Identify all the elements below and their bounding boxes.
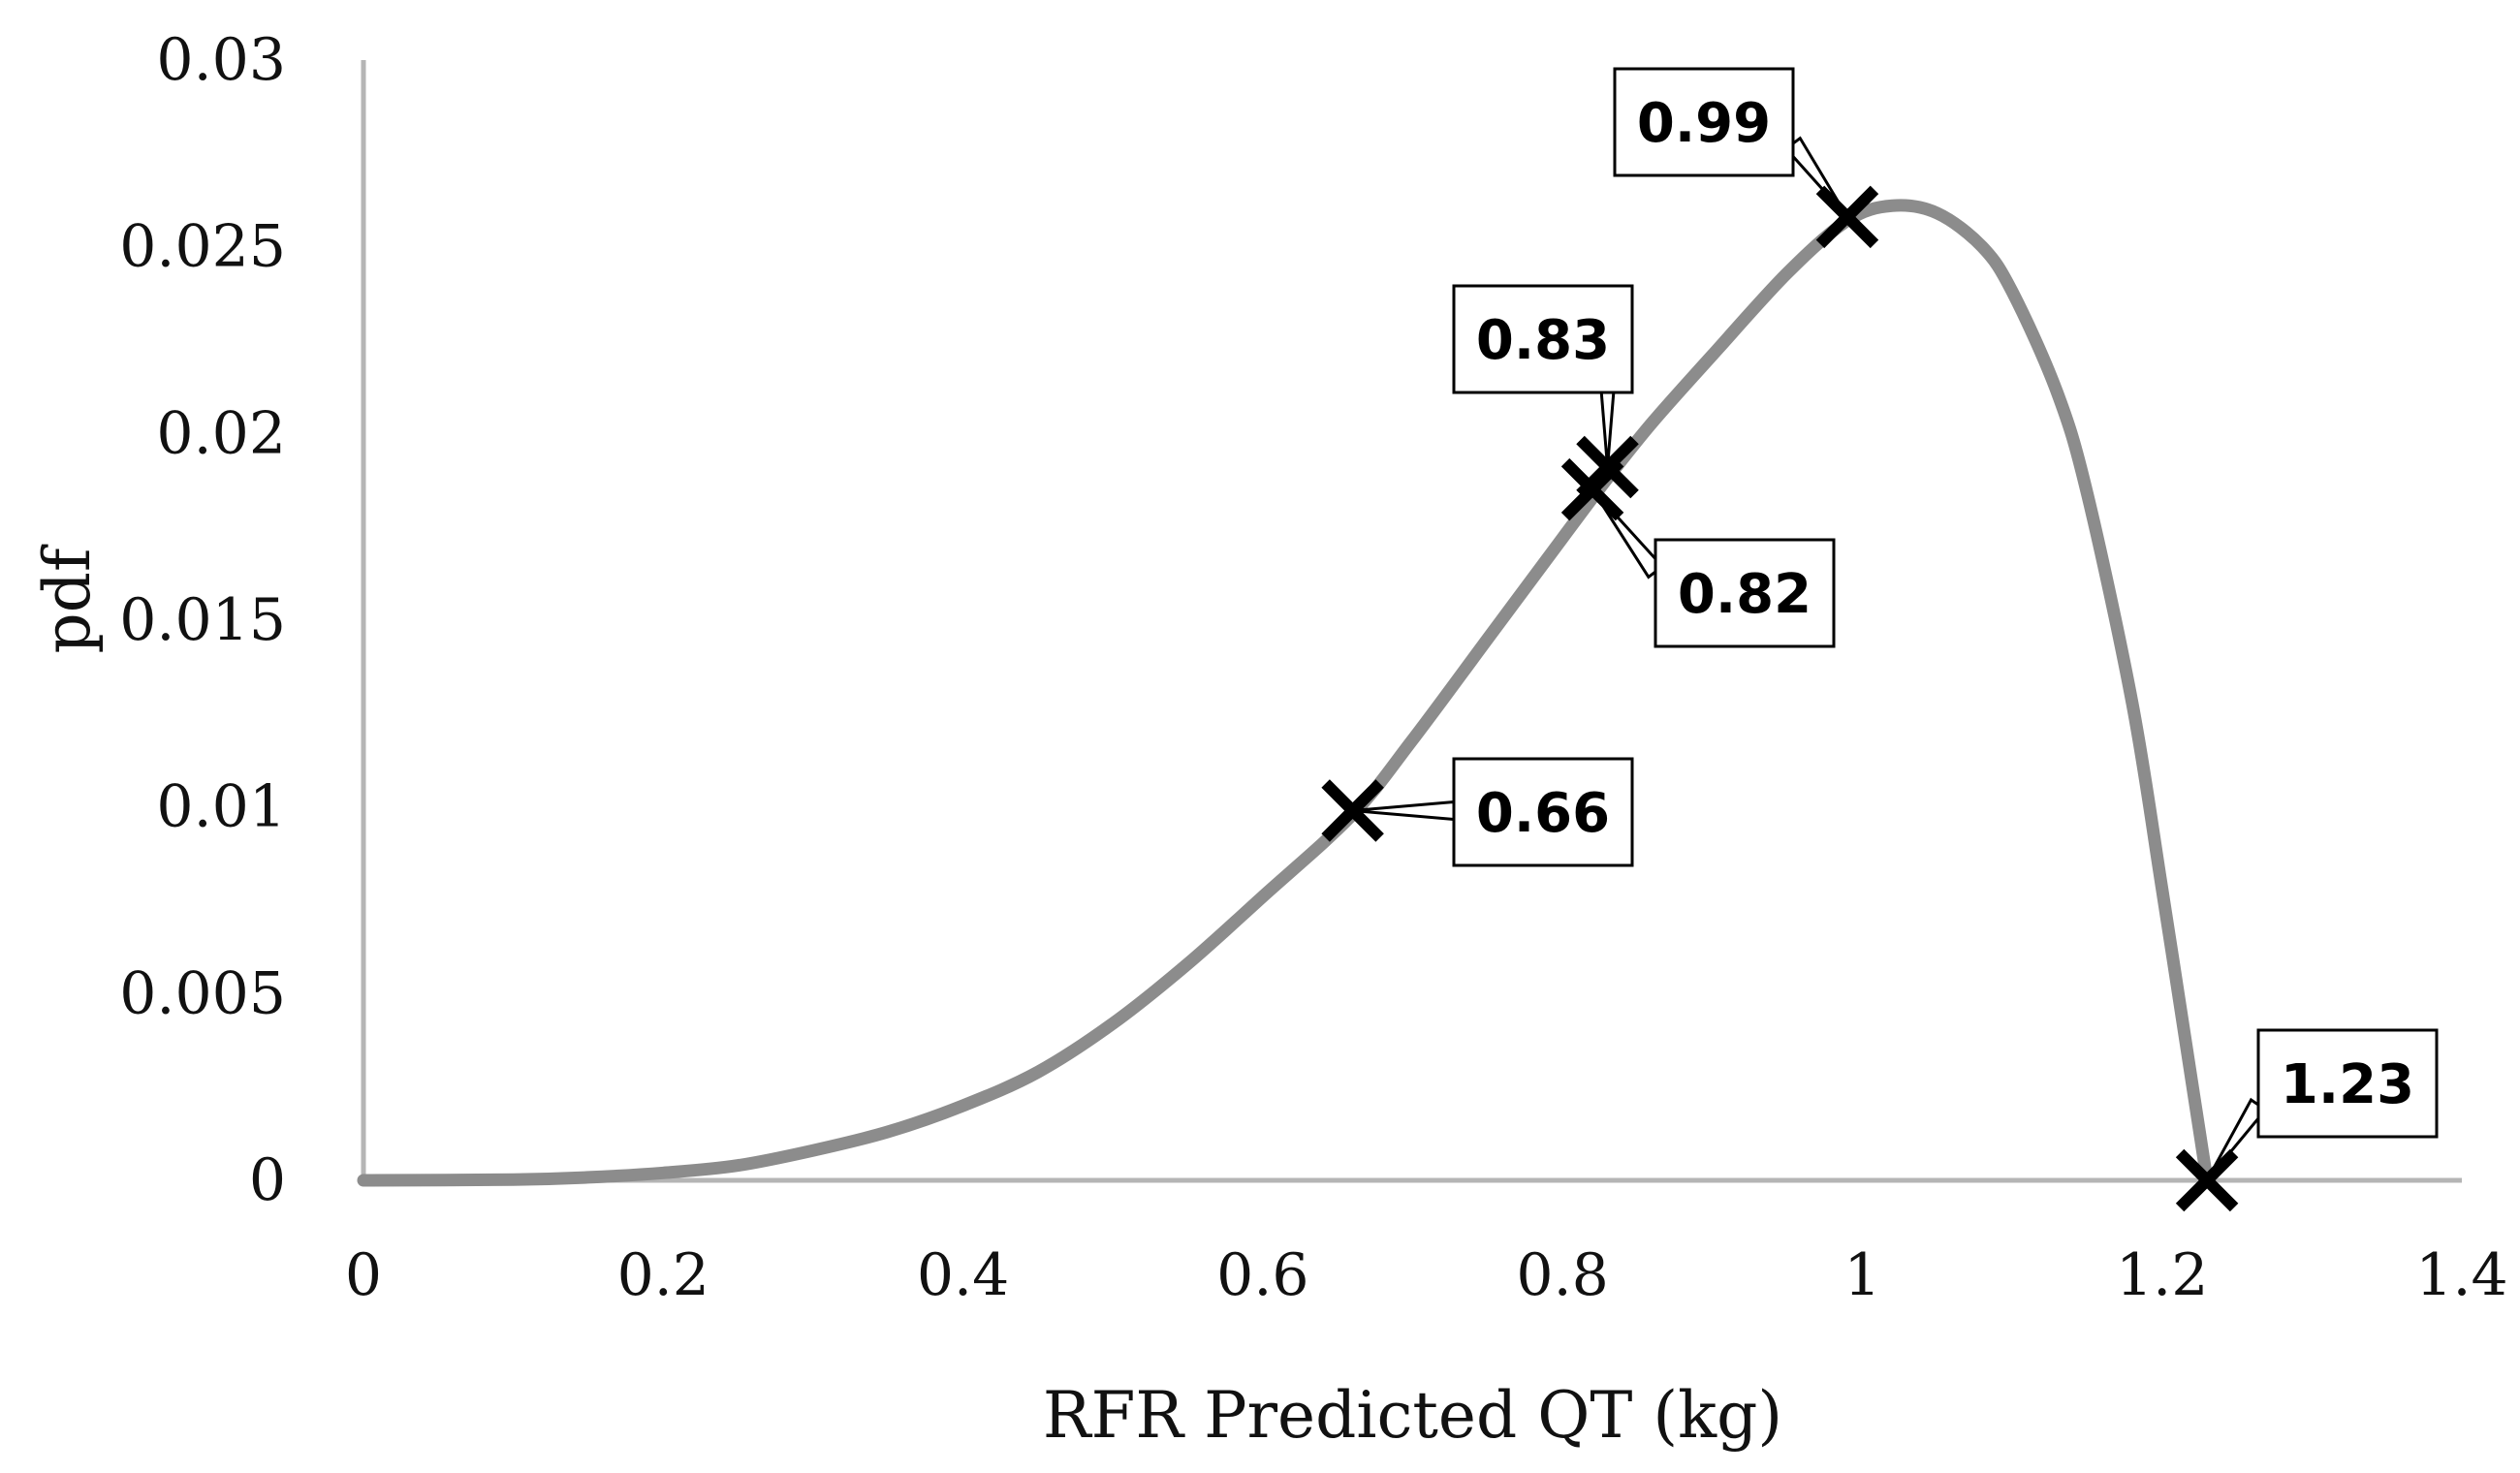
y-tick-label: 0.025 (119, 213, 286, 281)
callout-box (1654, 538, 1836, 648)
y-tick-label: 0.01 (156, 773, 286, 841)
y-tick-label: 0.02 (156, 399, 286, 467)
callout-label: 0.82 (1678, 563, 1811, 626)
data-markers (1321, 185, 2239, 1212)
callout: 1.23 (2205, 1028, 2439, 1181)
x-axis-title: RFR Predicted QT (kg) (1043, 1378, 1782, 1453)
x-tick-label: 1.4 (2415, 1241, 2507, 1309)
callout-label: 0.83 (1476, 309, 1610, 372)
marker-callouts: 0.66 0.82 0.83 0.99 1.23 (1352, 67, 2439, 1181)
x-marker (2175, 1148, 2239, 1212)
callout-box (2256, 1028, 2439, 1139)
y-tick-label: 0.03 (156, 26, 286, 94)
x-marker-stroke (1576, 435, 1639, 499)
callout-box (1452, 757, 1634, 867)
callout-label: 0.66 (1476, 782, 1610, 845)
callout: 0.99 (1613, 67, 1849, 218)
x-marker (1815, 185, 1879, 249)
pdf-curve (357, 199, 2214, 1187)
x-marker (1321, 779, 1384, 842)
x-tick-label: 0.4 (917, 1241, 1009, 1309)
y-tick-labels: 0 0.005 0.01 0.015 0.02 0.025 0.03 (119, 26, 286, 1214)
x-marker-stroke (1321, 779, 1384, 842)
y-axis-title: pdf (30, 544, 105, 653)
x-tick-labels: 0 0.2 0.4 0.6 0.8 1 1.2 1.4 (345, 1241, 2508, 1309)
callout-box (1613, 67, 1795, 177)
x-tick-label: 0.6 (1216, 1241, 1308, 1309)
x-tick-label: 1.2 (2116, 1241, 2208, 1309)
callout: 0.82 (1591, 488, 1836, 648)
x-marker-stroke (1815, 185, 1879, 249)
callout: 0.83 (1452, 284, 1634, 468)
y-tick-label: 0.005 (119, 959, 286, 1027)
callout-label: 0.99 (1637, 92, 1771, 155)
x-marker-stroke (2175, 1148, 2239, 1212)
callout-label: 1.23 (2281, 1053, 2414, 1116)
x-tick-label: 0.8 (1516, 1241, 1608, 1309)
x-tick-label: 1 (1843, 1241, 1880, 1309)
y-tick-label: 0 (249, 1146, 286, 1214)
x-tick-label: 0.2 (617, 1241, 709, 1309)
callout-box (1452, 284, 1634, 394)
y-tick-label: 0.015 (119, 586, 286, 654)
x-tick-label: 0 (345, 1241, 382, 1309)
callout: 0.66 (1352, 757, 1634, 867)
x-marker (1576, 435, 1639, 499)
axes (361, 60, 2462, 1183)
